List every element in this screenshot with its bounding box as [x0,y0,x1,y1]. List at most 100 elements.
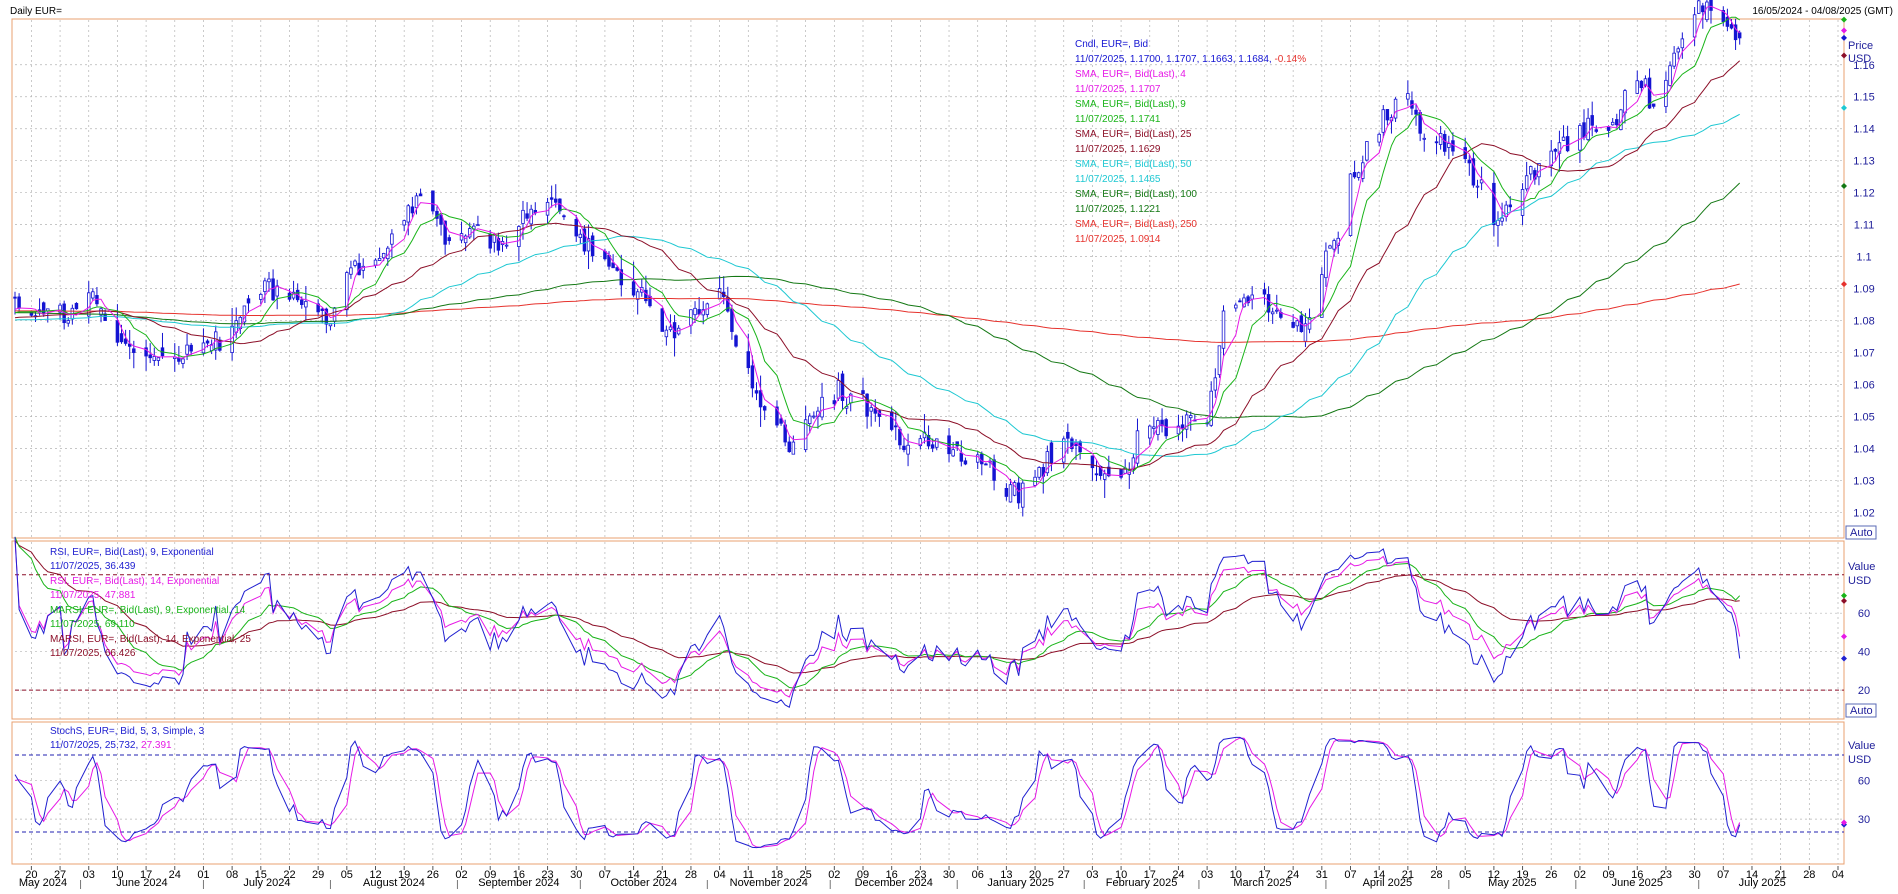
price-tick-label: 1.11 [1854,220,1875,232]
x-tick-label: 08 [226,869,238,881]
candle [1275,309,1279,312]
candle [189,344,193,352]
month-label: November 2024 [730,877,808,889]
candle [300,299,304,305]
x-tick-label: 28 [1803,869,1815,881]
candle [1610,121,1615,126]
candle [980,453,984,465]
candle [58,304,62,313]
candle [1045,451,1050,474]
candle [1529,166,1533,175]
candle [467,228,472,238]
candle [1037,467,1041,478]
candle [1434,141,1439,144]
x-tick-label: 05 [1459,869,1471,881]
rsi-marker [1841,633,1847,640]
candle [779,418,783,424]
candle [1729,24,1734,29]
candle [349,267,353,275]
month-label: December 2024 [855,877,933,889]
candle [1479,179,1484,184]
candle [148,354,152,359]
x-tick-label: 23 [914,869,926,881]
x-tick-label: 11 [743,869,754,881]
x-tick-label: 16 [886,869,898,881]
price-legend: Cndl, EUR=, Bid 11/07/2025, 1.1700, 1.17… [1075,39,1306,245]
legend-sma100: SMA, EUR=, Bid(Last), 100 [1075,189,1197,200]
candle [787,441,791,453]
candle [697,309,701,315]
price-tick-label: 1.07 [1853,348,1874,360]
sma-marker [1841,52,1847,59]
candle [263,280,267,292]
x-tick-label: 15 [255,869,267,881]
x-tick-label: 10 [1115,869,1127,881]
price-auto-button[interactable] [1845,525,1877,540]
month-label: July 2025 [1739,877,1786,889]
candle [74,302,79,310]
month-label: August 2024 [363,877,425,889]
candle [1062,438,1066,463]
month-label: February 2025 [1106,877,1178,889]
candle [1561,136,1566,141]
candle [119,333,124,343]
x-tick-label: 14 [627,869,639,881]
candle [672,322,677,339]
x-tick-label: 30 [570,869,582,881]
x-tick-label: 09 [857,869,869,881]
stoch-k-line [14,736,1741,849]
candle [889,411,894,430]
legend-rsi9-value: 11/07/2025, 36.439 [50,561,136,572]
x-tick-label: 21 [656,869,668,881]
candle [156,357,161,361]
candle [91,291,95,299]
candle [1442,134,1447,152]
candle [103,313,107,321]
legend-candle-value: 11/07/2025, 1.1700, 1.1707, 1.1663, 1.16… [1075,54,1306,65]
candle [1356,172,1361,178]
candle [775,406,779,426]
candle [1262,289,1267,295]
candle [1049,442,1054,464]
price-plot [13,0,1742,517]
candle [1733,24,1738,41]
candle [525,213,529,219]
candle [1471,158,1476,186]
legend-sma50: SMA, EUR=, Bid(Last), 50 [1075,159,1192,170]
candle [414,195,419,209]
candle [693,307,697,316]
rsi-auto-button[interactable] [1845,703,1877,718]
candle [230,325,234,353]
candle [259,293,263,300]
candle [1508,204,1513,208]
price-auto-label: Auto [1850,527,1873,539]
legend-sma9: SMA, EUR=, Bid(Last), 9 [1075,99,1186,110]
stoch-plot [14,736,1844,849]
rsi-legend: RSI, EUR=, Bid(Last), 9, Exponential 11/… [50,547,251,659]
x-tick-label: 06 [972,869,984,881]
candle [918,438,923,447]
candle [1582,122,1586,138]
candle [1696,0,1701,14]
price-tick-label: 1.03 [1853,475,1874,487]
stoch-marker [1841,819,1847,826]
candle [66,320,70,324]
candle [1332,240,1336,250]
candle [1270,311,1275,315]
price-tick-label: 1.05 [1853,411,1874,423]
rsi-tick-label: 20 [1858,685,1870,697]
candle [947,435,951,455]
x-tick-label: 19 [398,869,410,881]
sma9-line [14,16,1740,485]
candle [1266,294,1271,313]
candle [1328,245,1332,249]
candle [1324,250,1328,279]
candle [1066,431,1070,439]
candle [1422,137,1426,140]
month-label: July 2024 [243,877,290,889]
candle [1148,425,1152,439]
candle [1467,159,1472,164]
price-axis-unit: USD [1848,53,1871,65]
x-tick-label: 09 [484,869,496,881]
legend-rsi14-value: 11/07/2025, 47.881 [50,590,136,601]
